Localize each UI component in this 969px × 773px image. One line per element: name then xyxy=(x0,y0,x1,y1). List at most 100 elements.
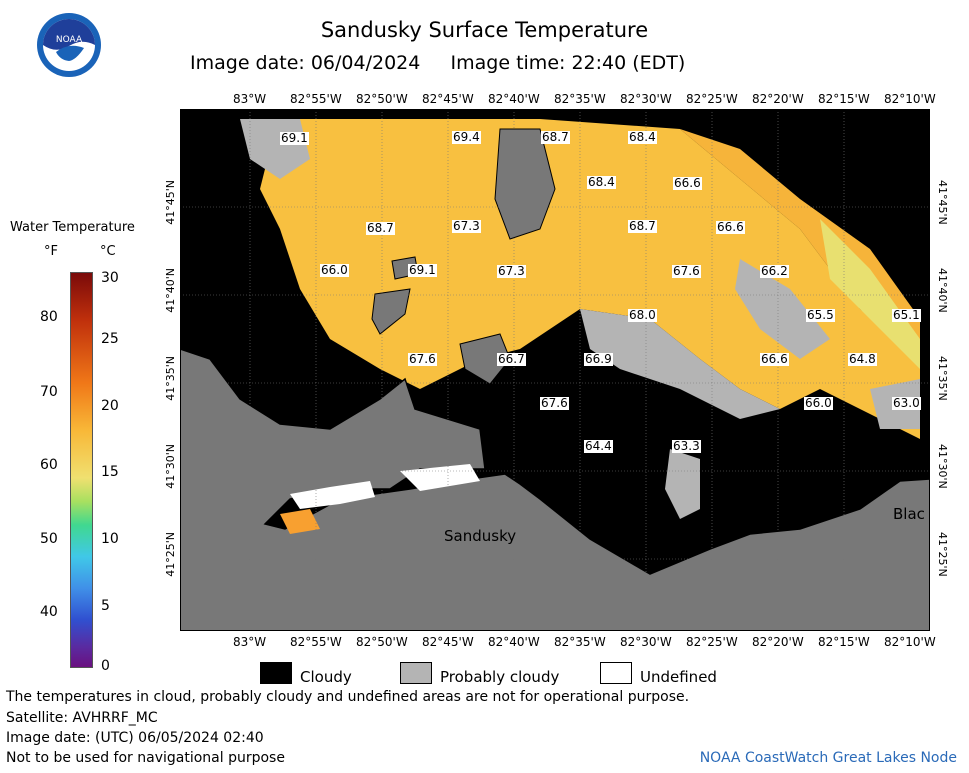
satellite-text: Satellite: AVHRRF_MC xyxy=(6,710,158,726)
temp-label: 67.6 xyxy=(540,396,569,410)
legend-title: Water Temperature xyxy=(10,220,135,235)
legend-tick-c: 0 xyxy=(101,658,110,674)
map-title: Sandusky Surface Temperature xyxy=(320,18,649,42)
utc-date-text: Image date: (UTC) 06/05/2024 02:40 xyxy=(6,730,264,746)
lon-label-top: 82°55'W xyxy=(290,92,342,106)
temp-label: 68.4 xyxy=(587,175,616,189)
map-frame xyxy=(180,109,930,631)
temp-label: 68.7 xyxy=(366,221,395,235)
temp-label: 66.2 xyxy=(760,264,789,278)
probably-cloudy-area xyxy=(580,309,780,419)
lat-label-left: 41°40'N xyxy=(164,268,177,313)
island xyxy=(371,288,411,335)
lon-label-bottom: 82°30'W xyxy=(620,635,672,649)
lon-label-top: 82°45'W xyxy=(422,92,474,106)
legend-tick-c: 10 xyxy=(101,531,119,547)
lon-label-top: 82°20'W xyxy=(752,92,804,106)
legend-tick-c: 25 xyxy=(101,331,119,347)
cloudy-label: Cloudy xyxy=(300,668,352,686)
navigation-warning: Not to be used for navigational purpose xyxy=(6,750,285,766)
temp-label: 68.4 xyxy=(628,130,657,144)
lon-label-top: 82°15'W xyxy=(818,92,870,106)
lon-label-bottom: 82°50'W xyxy=(356,635,408,649)
temp-label: 66.6 xyxy=(673,176,702,190)
lon-label-bottom: 82°45'W xyxy=(422,635,474,649)
temp-label: 66.9 xyxy=(584,352,613,366)
lon-label-top: 82°40'W xyxy=(488,92,540,106)
temp-label: 68.7 xyxy=(541,130,570,144)
legend-tick-f: 80 xyxy=(40,309,58,325)
temp-label: 65.1 xyxy=(892,308,921,322)
legend-tick-f: 60 xyxy=(40,457,58,473)
lon-label-bottom: 82°20'W xyxy=(752,635,804,649)
lon-label-bottom: 82°10'W xyxy=(884,635,936,649)
disclaimer-text: The temperatures in cloud, probably clou… xyxy=(6,689,690,705)
place-blac: Blac xyxy=(893,505,925,523)
legend-unit-fahrenheit: °F xyxy=(44,244,58,259)
legend-tick-c: 5 xyxy=(101,598,110,614)
lon-label-top: 82°35'W xyxy=(554,92,606,106)
legend-tick-c: 30 xyxy=(101,270,119,286)
lon-label-bottom: 82°55'W xyxy=(290,635,342,649)
legend-tick-c: 20 xyxy=(101,398,119,414)
temperature-colorbar xyxy=(70,272,93,668)
lon-label-top: 82°10'W xyxy=(884,92,936,106)
lat-label-left: 41°35'N xyxy=(164,356,177,401)
temp-label: 66.6 xyxy=(760,352,789,366)
lat-label-right: 41°35'N xyxy=(936,356,949,401)
lon-label-bottom: 82°35'W xyxy=(554,635,606,649)
lat-label-left: 41°30'N xyxy=(164,444,177,489)
temp-label: 67.6 xyxy=(672,264,701,278)
probably-cloudy-label: Probably cloudy xyxy=(440,668,560,686)
lat-label-left: 41°45'N xyxy=(164,180,177,225)
probably-cloudy-area xyxy=(665,449,700,519)
logo-text: NOAA xyxy=(56,35,83,45)
lon-label-bottom: 82°15'W xyxy=(818,635,870,649)
cloudy-swatch xyxy=(260,662,292,684)
legend-tick-f: 40 xyxy=(40,604,58,620)
undefined-area xyxy=(290,481,375,509)
image-datetime: Image date: 06/04/2024 Image time: 22:40… xyxy=(190,52,686,74)
graticule xyxy=(180,109,930,631)
temp-label: 68.0 xyxy=(628,308,657,322)
legend-tick-f: 70 xyxy=(40,384,58,400)
temp-label: 69.1 xyxy=(280,131,309,145)
temp-label: 67.3 xyxy=(452,219,481,233)
lon-label-top: 83°W xyxy=(233,92,267,106)
lon-label-bottom: 82°40'W xyxy=(488,635,540,649)
lat-label-right: 41°40'N xyxy=(936,268,949,313)
noaa-logo: NOAA xyxy=(36,12,102,78)
lon-label-top: 82°50'W xyxy=(356,92,408,106)
temp-label: 63.3 xyxy=(672,439,701,453)
probably-cloudy-swatch xyxy=(400,662,432,684)
lon-label-top: 82°25'W xyxy=(686,92,738,106)
lon-label-bottom: 82°25'W xyxy=(686,635,738,649)
place-sandusky: Sandusky xyxy=(444,527,517,545)
warm-water-area xyxy=(280,509,320,534)
probably-cloudy-area xyxy=(735,259,830,359)
temp-label: 63.0 xyxy=(892,396,921,410)
temp-label: 68.7 xyxy=(628,219,657,233)
lon-label-top: 82°30'W xyxy=(620,92,672,106)
undefined-label: Undefined xyxy=(640,668,717,686)
lat-label-right: 41°45'N xyxy=(936,180,949,225)
temp-label: 64.4 xyxy=(584,439,613,453)
lat-label-left: 41°25'N xyxy=(164,532,177,577)
temp-label: 66.0 xyxy=(804,396,833,410)
lat-label-right: 41°25'N xyxy=(936,532,949,577)
island xyxy=(459,333,511,385)
lon-label-bottom: 83°W xyxy=(233,635,267,649)
temp-label: 66.6 xyxy=(716,220,745,234)
temp-label: 66.0 xyxy=(320,263,349,277)
undefined-swatch xyxy=(600,662,632,684)
legend-unit-celsius: °C xyxy=(100,244,116,259)
island xyxy=(494,128,556,240)
temp-label: 67.3 xyxy=(497,264,526,278)
temp-label: 65.5 xyxy=(806,308,835,322)
temp-label: 69.4 xyxy=(452,130,481,144)
surface-temperature-map xyxy=(180,109,930,631)
legend-tick-c: 15 xyxy=(101,464,119,480)
temp-label: 69.1 xyxy=(408,263,437,277)
credit-link[interactable]: NOAA CoastWatch Great Lakes Node xyxy=(699,750,957,766)
legend-tick-f: 50 xyxy=(40,531,58,547)
